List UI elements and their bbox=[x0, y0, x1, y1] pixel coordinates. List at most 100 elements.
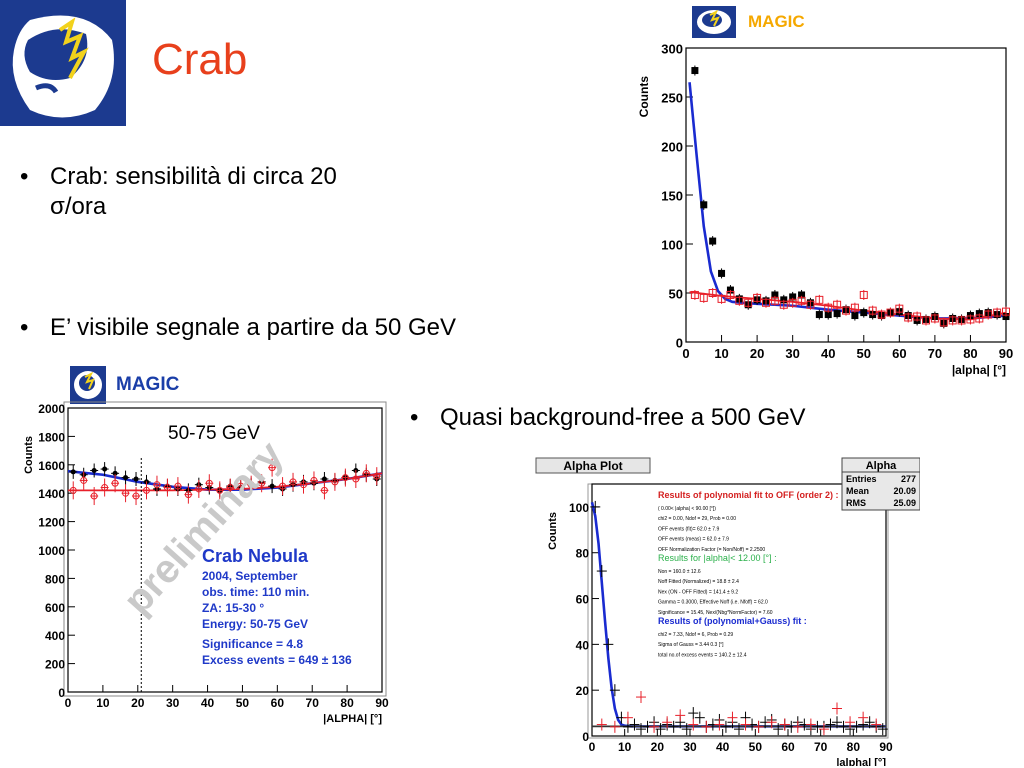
info-box-line: Energy: 50-75 GeV bbox=[202, 617, 308, 631]
data-point bbox=[1002, 307, 1010, 316]
x-tick-label: 30 bbox=[166, 696, 180, 710]
data-point bbox=[779, 300, 788, 309]
data-point bbox=[948, 316, 957, 325]
data-point bbox=[922, 316, 930, 325]
data-point bbox=[797, 296, 806, 305]
stats-row-label: RMS bbox=[846, 498, 866, 508]
x-tick-label: 40 bbox=[821, 346, 835, 361]
x-tick-label: 40 bbox=[716, 740, 730, 754]
results-text-line: OFF events (fit)= 62.0 ± 7.9 bbox=[658, 526, 719, 532]
y-tick-label: 400 bbox=[45, 629, 65, 643]
data-point bbox=[815, 295, 824, 304]
data-point bbox=[993, 308, 1002, 317]
data-point bbox=[122, 489, 130, 497]
results-text-line: chi2 = 0.00, Ndof = 29, Prob = 0.00 bbox=[658, 516, 736, 522]
data-point bbox=[957, 316, 966, 325]
y-tick-label: 0 bbox=[676, 336, 683, 351]
x-axis-label: |alpha| [°] bbox=[836, 757, 886, 766]
y-tick-label: 60 bbox=[576, 593, 590, 607]
data-point bbox=[91, 467, 97, 473]
results-text-line: Results of polynomial fit to OFF (order … bbox=[658, 490, 839, 500]
x-tick-label: 10 bbox=[96, 696, 110, 710]
data-point bbox=[143, 486, 150, 494]
data-point bbox=[163, 484, 171, 492]
data-point bbox=[80, 476, 88, 484]
bullet-3: • Quasi background-free a 500 GeV bbox=[410, 403, 806, 433]
info-box-line: obs. time: 110 min. bbox=[202, 585, 309, 599]
data-point bbox=[237, 482, 245, 490]
results-text-line: total no.of excess events = 140.2 ± 12.4 bbox=[658, 652, 747, 658]
data-point bbox=[798, 291, 806, 299]
data-point bbox=[717, 294, 726, 303]
info-box-title: Crab Nebula bbox=[202, 546, 309, 566]
y-tick-label: 50 bbox=[669, 287, 683, 302]
results-text-line: Sigma of Gauss = 3.44 0.3 [°] bbox=[658, 642, 724, 648]
data-point bbox=[300, 481, 307, 489]
y-axis-label: Counts bbox=[23, 436, 35, 474]
results-text-line: Noff Fitted (Normalized) = 18.8 ± 2.4 bbox=[658, 579, 739, 585]
bullet-2-text: E’ visibile segnale a partire da 50 GeV bbox=[50, 314, 457, 341]
results-text-line: Gamma = 0.3000, Effective Noff (i.e. Nfo… bbox=[658, 600, 768, 606]
x-tick-label: 70 bbox=[814, 740, 828, 754]
y-tick-label: 1800 bbox=[38, 430, 65, 444]
x-tick-label: 60 bbox=[271, 696, 285, 710]
data-point bbox=[815, 311, 823, 319]
stats-row-value: 277 bbox=[901, 474, 916, 484]
data-point bbox=[123, 475, 129, 481]
data-point bbox=[762, 298, 770, 307]
y-axis-label: Counts bbox=[637, 76, 651, 118]
results-text-line: chi2 = 7.33, Ndof = 6, Prob = 0.29 bbox=[658, 632, 733, 638]
bullet-2: • E’ visibile segnale a partire da 50 Ge… bbox=[20, 313, 457, 343]
y-tick-label: 80 bbox=[576, 547, 590, 561]
magic-logo-large bbox=[0, 0, 126, 126]
data-point bbox=[341, 474, 349, 482]
info-box-line: Significance = 4.8 bbox=[202, 637, 303, 651]
data-point bbox=[984, 310, 993, 319]
data-point bbox=[842, 306, 850, 315]
x-tick-label: 80 bbox=[963, 346, 977, 361]
bullet-1-text-2: σ/ora bbox=[50, 193, 107, 220]
data-point bbox=[700, 201, 708, 209]
data-point bbox=[321, 476, 327, 482]
data-point bbox=[877, 310, 886, 319]
data-point bbox=[132, 492, 140, 500]
x-tick-label: 10 bbox=[714, 346, 728, 361]
data-point bbox=[112, 470, 118, 476]
y-tick-label: 20 bbox=[576, 684, 590, 698]
magic-logo-icon bbox=[692, 6, 736, 38]
data-point bbox=[824, 303, 833, 312]
y-tick-label: 600 bbox=[45, 601, 65, 615]
data-point bbox=[895, 304, 904, 313]
stats-box bbox=[841, 457, 920, 511]
results-text-line: Significance = 15.45, Nex/(Nbg*NormFacto… bbox=[658, 610, 773, 616]
stats-row-label: Entries bbox=[846, 474, 877, 484]
x-axis-label: |ALPHA| [°] bbox=[323, 713, 382, 725]
data-point bbox=[269, 483, 275, 489]
data-point bbox=[362, 469, 370, 477]
x-tick-label: 60 bbox=[781, 740, 795, 754]
bullet-marker: • bbox=[410, 404, 419, 431]
y-tick-label: 1600 bbox=[38, 459, 65, 473]
magic-logo-icon bbox=[70, 366, 106, 404]
data-point bbox=[886, 308, 895, 317]
bullet-3-text: Quasi background-free a 500 GeV bbox=[440, 404, 806, 431]
data-point bbox=[859, 290, 868, 299]
data-point bbox=[788, 298, 797, 307]
slide-title: Crab bbox=[152, 35, 248, 84]
data-point bbox=[289, 478, 297, 486]
data-point bbox=[824, 311, 832, 319]
results-text-line: OFF events (meas) = 62.0 ± 7.9 bbox=[658, 537, 729, 543]
data-point bbox=[930, 314, 939, 323]
data-point bbox=[789, 293, 797, 301]
chart-title: Alpha Plot bbox=[563, 459, 622, 473]
x-tick-label: 60 bbox=[892, 346, 906, 361]
magic-logo-bottom-left: MAGIC bbox=[70, 366, 230, 406]
data-point bbox=[373, 472, 381, 480]
x-tick-label: 0 bbox=[65, 696, 72, 710]
data-point bbox=[133, 476, 139, 482]
data-point bbox=[184, 491, 192, 499]
x-tick-label: 90 bbox=[879, 740, 893, 754]
results-text-line: OFF Normalization Factor (= Non/Noff) = … bbox=[658, 547, 765, 553]
alpha-plot-500-gev: Alpha Plot 0 10 20 30 40 50 60 70 80 90 0 20 40 60 80 10… bbox=[535, 457, 920, 766]
data-point bbox=[226, 484, 234, 492]
